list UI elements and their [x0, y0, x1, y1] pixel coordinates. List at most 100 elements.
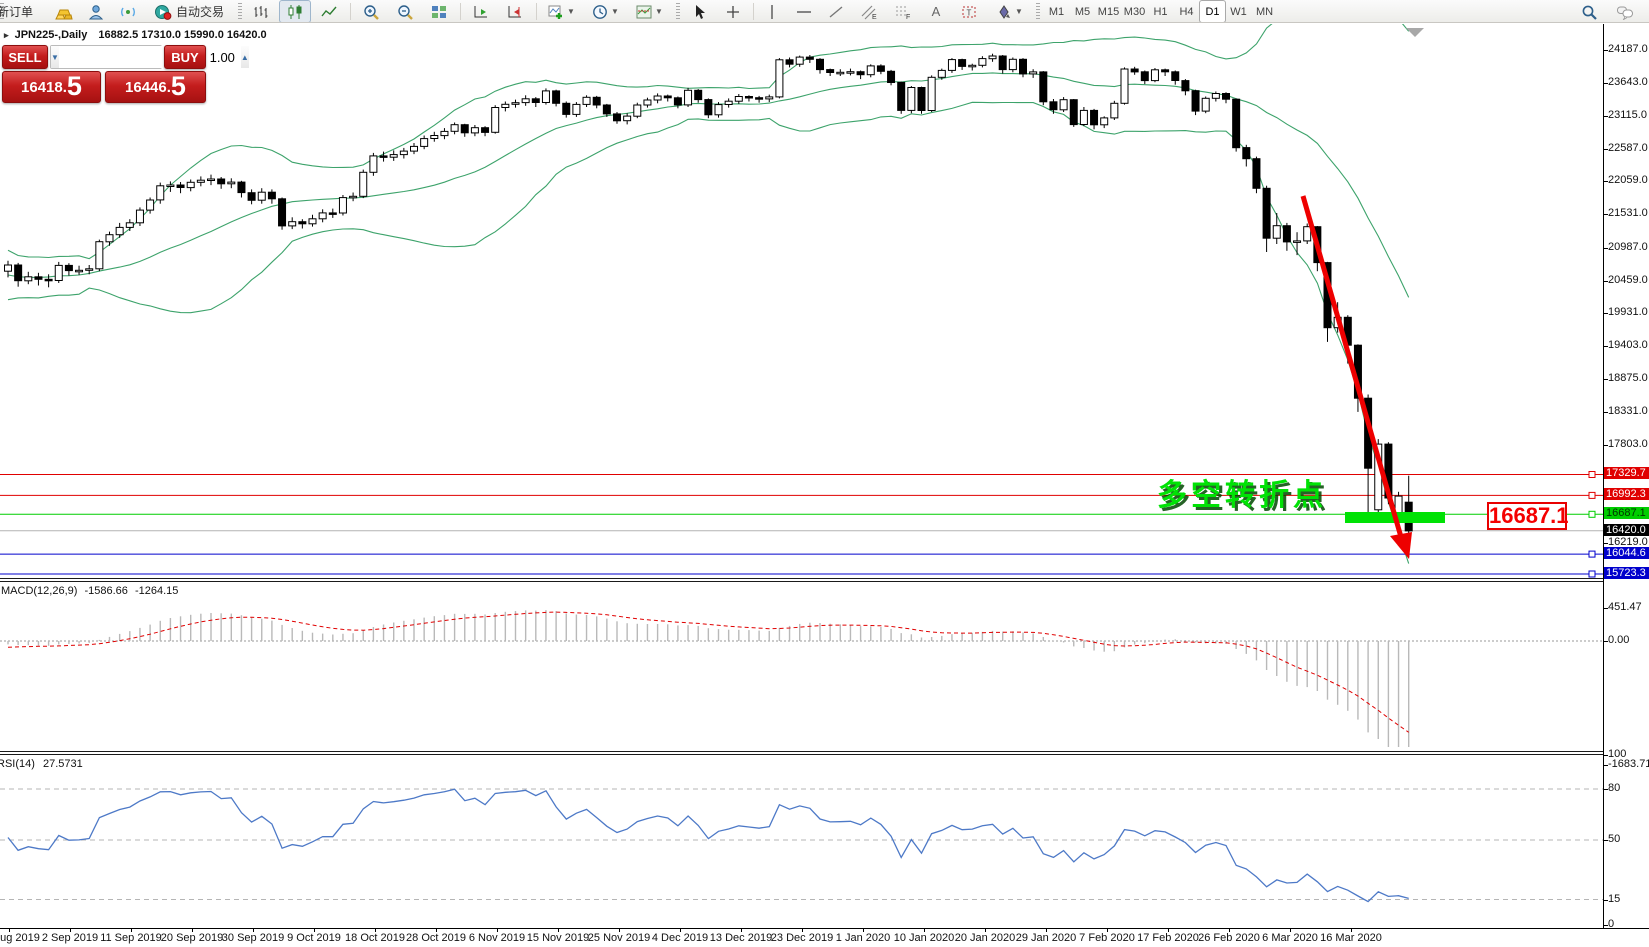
price-tick-label: 22059.0 — [1608, 174, 1648, 187]
search-icon — [1582, 5, 1597, 20]
price-badge: 15723.3 — [1604, 567, 1649, 580]
price-tick-mark — [1603, 543, 1608, 545]
chat-icon — [1617, 6, 1633, 20]
svg-text:F: F — [906, 14, 910, 20]
toolbar-drag-handle[interactable] — [238, 3, 242, 20]
line-chart-icon — [321, 6, 337, 16]
vertical-line-tool-button[interactable] — [758, 1, 786, 22]
bar-chart-button[interactable] — [246, 1, 276, 22]
trend-arrow[interactable] — [1300, 195, 1412, 559]
price-badge: 16992.3 — [1604, 488, 1649, 501]
rsi-pane[interactable] — [0, 755, 1603, 929]
time-tick-label: 13 Dec 2019 — [709, 932, 773, 944]
time-tick-label: 4 Dec 2019 — [651, 932, 709, 944]
zoom-out-icon — [398, 4, 413, 20]
time-tick-mark — [192, 928, 193, 932]
fibonacci-tool-button[interactable]: F — [888, 1, 918, 22]
gold-bars-icon — [55, 9, 73, 19]
volume-decrease-button[interactable]: ▼ — [51, 46, 59, 68]
volume-increase-button[interactable]: ▲ — [240, 46, 249, 68]
time-tick-label: 15 Nov 2019 — [526, 932, 590, 944]
buy-price-display[interactable]: 16446. 5 — [105, 71, 206, 103]
price-tick-mark — [1603, 214, 1608, 216]
chat-button[interactable] — [1610, 1, 1640, 22]
price-tick-mark — [1603, 378, 1608, 380]
rsi-tick-mark — [1603, 789, 1608, 790]
cursor-tool-button[interactable] — [684, 1, 714, 22]
search-button[interactable] — [1575, 1, 1603, 22]
shapes-tool-button[interactable]: ▼ — [988, 1, 1030, 22]
main-toolbar: 新订单 自动交易 — [0, 0, 1649, 23]
crosshair-tool-button[interactable] — [718, 1, 748, 22]
price-tick-label: 21531.0 — [1608, 207, 1648, 220]
chevron-down-icon[interactable]: ▼ — [611, 7, 619, 16]
vertical-line-icon — [771, 4, 773, 19]
svg-text:E: E — [872, 14, 877, 20]
time-tick-mark — [1290, 928, 1291, 932]
autotrading-button[interactable]: 自动交易 — [146, 1, 232, 22]
buy-button[interactable]: BUY — [164, 45, 206, 69]
price-chart-pane[interactable] — [0, 24, 1603, 578]
rsi-label: RSI(14) 27.5731 — [0, 758, 83, 770]
price-badge: 16687.1 — [1604, 507, 1649, 520]
chevron-down-icon[interactable]: ▼ — [655, 7, 663, 16]
line-chart-button[interactable] — [314, 1, 344, 22]
timeframe-mn[interactable]: MN — [1255, 5, 1274, 18]
timeframe-m5[interactable]: M5 — [1074, 5, 1091, 18]
new-order-button[interactable]: 新订单 — [0, 5, 33, 19]
horizontal-line-icon — [797, 10, 811, 13]
indicators-button[interactable]: ▼ — [541, 1, 581, 22]
indicators-add-icon — [548, 5, 563, 19]
toolbar-drag-handle[interactable] — [1036, 3, 1040, 20]
chevron-down-icon[interactable]: ▼ — [1015, 7, 1023, 16]
bb-lower-band — [7, 101, 1410, 564]
chevron-down-icon[interactable]: ▼ — [567, 7, 575, 16]
chart-title: ▸ JPN225-,Daily 16882.5 17310.0 15990.0 … — [4, 29, 267, 41]
chart-ohlc-values: 16882.5 17310.0 15990.0 16420.0 — [98, 29, 267, 41]
text-tool-button[interactable]: A — [931, 4, 941, 19]
timeframe-h1[interactable]: H1 — [1153, 5, 1168, 18]
periods-button[interactable]: ▼ — [585, 1, 625, 22]
horizontal-line-tool-button[interactable] — [790, 1, 818, 22]
time-tick-label: 20 Sep 2019 — [160, 932, 224, 944]
price-tick-label: 20987.0 — [1608, 240, 1648, 253]
sell-price-display[interactable]: 16418. 5 — [2, 71, 101, 103]
signal-button[interactable] — [114, 1, 142, 22]
trendline-tool-button[interactable] — [822, 1, 850, 22]
price-badge: 16044.6 — [1604, 547, 1649, 560]
timeframe-m30[interactable]: M30 — [1123, 5, 1146, 18]
timeframe-h4[interactable]: H4 — [1179, 5, 1194, 18]
rsi-tick-mark — [1603, 840, 1608, 841]
time-tick-label: 25 Nov 2019 — [587, 932, 651, 944]
price-tick-label: 24187.0 — [1608, 42, 1648, 55]
timeframe-d1[interactable]: D1 — [1199, 0, 1226, 22]
macd-pane[interactable] — [0, 582, 1603, 751]
timeframe-m1[interactable]: M1 — [1048, 5, 1065, 18]
timeframe-w1[interactable]: W1 — [1230, 5, 1247, 18]
price-callout-box[interactable]: 16687.1 — [1487, 502, 1569, 530]
gold-icon-button[interactable] — [50, 1, 78, 22]
text-label-tool-button[interactable]: T — [954, 1, 984, 22]
equidistant-channel-tool-button[interactable]: E — [854, 1, 884, 22]
profile-button[interactable] — [82, 1, 110, 22]
zoom-in-button[interactable] — [356, 1, 386, 22]
price-tick-mark — [1603, 346, 1608, 347]
price-tick-label: 18875.0 — [1608, 371, 1648, 384]
zoom-out-button[interactable] — [390, 1, 420, 22]
timeframe-m15[interactable]: M15 — [1097, 5, 1120, 18]
time-tick-mark — [375, 928, 376, 932]
templates-button[interactable]: ▼ — [629, 1, 669, 22]
annotation-text[interactable]: 多空转折点 — [1157, 479, 1327, 512]
auto-scroll-button[interactable] — [466, 1, 496, 22]
macd-tick-label: 451.47 — [1608, 600, 1642, 613]
toolbar-drag-handle[interactable] — [676, 3, 680, 20]
tile-windows-button[interactable] — [424, 1, 454, 22]
chart-shift-button[interactable] — [500, 1, 530, 22]
volume-input[interactable] — [58, 46, 241, 68]
price-tick-label: 20459.0 — [1608, 273, 1648, 286]
sell-button[interactable]: SELL — [2, 45, 48, 69]
candlestick-chart-button[interactable] — [279, 0, 311, 22]
chart-shift-marker[interactable] — [1406, 28, 1424, 37]
toolbar-drag-handle[interactable] — [0, 3, 4, 20]
rsi-tick-mark — [1603, 755, 1608, 756]
